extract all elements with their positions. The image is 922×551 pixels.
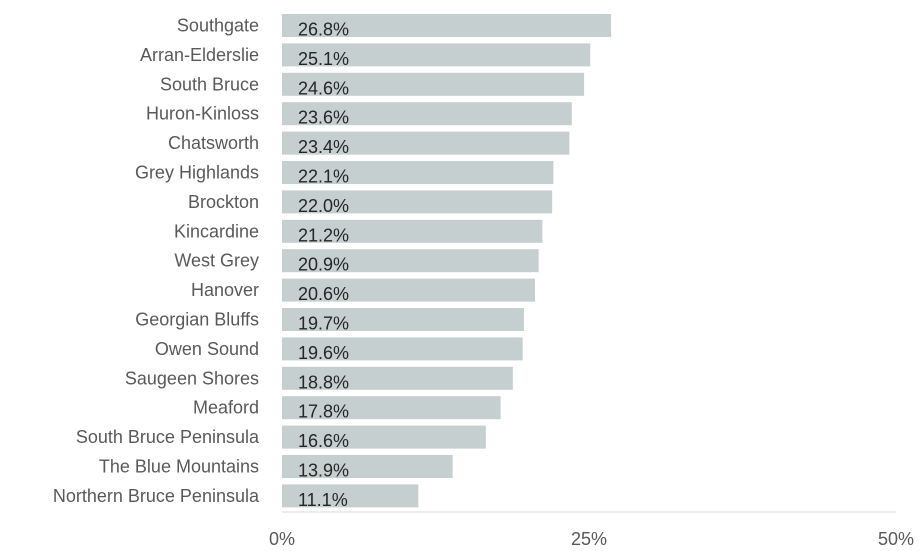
category-label: The Blue Mountains xyxy=(99,457,259,477)
category-label: Kincardine xyxy=(174,221,259,241)
value-label: 23.6% xyxy=(298,108,349,128)
category-label: Arran-Elderslie xyxy=(140,45,259,65)
bar xyxy=(282,43,591,67)
bar xyxy=(282,337,523,361)
value-label: 20.9% xyxy=(298,255,349,275)
category-label: Meaford xyxy=(193,398,259,418)
value-label: 17.8% xyxy=(298,402,349,422)
value-label: 26.8% xyxy=(298,20,349,40)
value-label: 22.1% xyxy=(298,167,349,187)
x-tick-labels-group: 0% 25% 50% xyxy=(269,529,914,549)
value-label: 20.6% xyxy=(298,284,349,304)
value-label: 25.1% xyxy=(298,49,349,69)
bar xyxy=(282,308,524,331)
bar xyxy=(282,455,453,478)
bar xyxy=(282,72,585,96)
category-label: Grey Highlands xyxy=(135,163,259,183)
bar xyxy=(282,190,553,214)
category-label: Northern Bruce Peninsula xyxy=(53,486,260,506)
category-label: Owen Sound xyxy=(155,339,259,359)
bar xyxy=(282,14,612,37)
value-label: 18.8% xyxy=(298,372,349,392)
bar xyxy=(282,484,419,508)
category-labels-group: Southgate Arran-Elderslie South Bruce Huron… xyxy=(53,16,260,506)
category-label: West Grey xyxy=(174,251,259,271)
value-label: 13.9% xyxy=(298,461,349,481)
bar xyxy=(282,131,570,155)
category-label: Saugeen Shores xyxy=(125,368,259,388)
bar xyxy=(282,425,486,449)
value-labels-group: 26.8% 25.1% 24.6% 23.6% 23.4% 22.1% 22.0% 21.2%… xyxy=(298,20,349,510)
category-label: Brockton xyxy=(188,192,259,212)
value-label: 19.6% xyxy=(298,343,349,363)
category-label: Huron-Kinloss xyxy=(146,104,259,124)
category-label: Georgian Bluffs xyxy=(135,310,259,330)
value-label: 23.4% xyxy=(298,137,349,157)
category-label: South Bruce xyxy=(160,74,259,94)
x-tick-label: 25% xyxy=(571,529,607,549)
bar xyxy=(282,366,513,390)
bar xyxy=(282,396,501,420)
category-label: Chatsworth xyxy=(168,133,259,153)
value-label: 21.2% xyxy=(298,225,349,245)
bar xyxy=(282,161,554,184)
value-label: 19.7% xyxy=(298,314,349,334)
bar xyxy=(282,219,543,243)
category-label: Hanover xyxy=(191,280,259,300)
x-tick-label: 50% xyxy=(878,529,914,549)
x-tick-label: 0% xyxy=(269,529,295,549)
value-label: 24.6% xyxy=(298,78,349,98)
bar xyxy=(282,278,535,302)
bar xyxy=(282,249,539,273)
category-label: Southgate xyxy=(177,16,259,36)
bars-group xyxy=(282,14,612,508)
category-label: South Bruce Peninsula xyxy=(76,427,260,447)
value-label: 11.1% xyxy=(298,490,348,510)
bar xyxy=(282,102,572,126)
value-label: 16.6% xyxy=(298,431,349,451)
value-label: 22.0% xyxy=(298,196,349,216)
